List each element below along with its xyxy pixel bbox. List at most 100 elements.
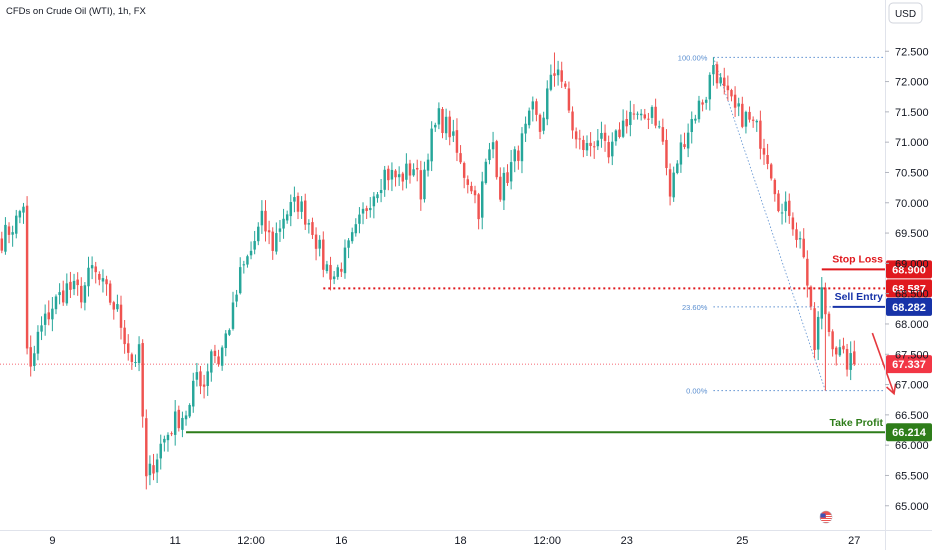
candle [535,98,538,122]
currency-button[interactable]: USD [888,2,923,24]
candle [15,209,18,239]
candle [661,118,665,145]
candle [47,300,50,326]
candle [690,111,693,144]
candle-body [535,101,538,115]
candle-body [448,116,451,138]
candle [755,119,758,132]
time-tick-label: 25 [736,535,748,547]
candle [553,52,556,87]
candle-body [83,285,87,303]
candle-body [325,264,329,272]
candle-body [564,83,567,87]
candle [253,230,256,255]
price-tick-label: 71.500 [895,107,929,119]
candle-body [506,172,509,183]
candle [36,325,40,361]
candle-body [455,130,459,153]
candle [105,275,108,296]
candle [264,200,267,242]
time-tick-label: 16 [335,535,347,547]
candle [683,132,686,150]
candle [723,67,726,95]
candle-body [647,118,650,120]
candle [676,160,679,175]
candle [430,121,433,172]
candle [614,129,618,146]
candle-body [7,226,11,235]
candle [137,336,141,372]
candle [80,277,83,309]
candle [58,283,61,305]
candle-body [394,170,397,178]
candle-body [481,181,484,218]
candle-body [264,210,267,232]
candle-body [238,267,242,294]
candle [658,120,661,129]
take-profit-price-tag[interactable]: 66.214 [886,423,932,442]
candle [481,171,484,230]
candle [538,113,542,140]
fib-trend-line [713,57,826,391]
candle [639,109,643,121]
candle [192,372,195,413]
candle-body [369,207,372,211]
candle-body [134,362,137,364]
candle [177,405,181,432]
price-tick-label: 68.000 [895,319,929,331]
candle [387,165,390,191]
price-axis[interactable]: 65.000 65.500 66.000 66.500 67.000 67.500 68.0… [885,0,929,550]
candle [726,75,730,101]
candle-body [29,347,32,367]
price-tick-label: 69.500 [895,228,929,240]
time-tick-label: 23 [621,535,633,547]
candle [549,64,553,92]
candle [517,145,520,170]
time-tick-label: 9 [49,535,55,547]
candle-body [177,409,181,429]
candle-body [488,149,491,161]
candle-body [495,141,498,178]
candle [466,175,470,194]
candle [462,161,466,189]
candle-body [769,164,773,179]
fib-level-label: 0.00% [686,387,708,396]
candle [90,256,94,280]
stop-loss-price-tag[interactable]: 68.900 [886,260,932,279]
candle-body [80,285,83,303]
candle [751,116,755,128]
candle [733,86,737,117]
candle-body [762,148,766,155]
candle [350,227,354,244]
candle [7,222,11,244]
candle [242,260,246,274]
candle-body [499,176,502,200]
projection-arrow [871,332,897,396]
time-axis[interactable]: 9 11 12:00 16 18 12:00 23 25 27 [0,530,932,548]
candle [101,269,105,293]
stop-loss-price-tag-text: 68.900 [892,264,926,276]
candle-body [607,142,610,158]
stop-loss-label: Stop Loss [832,253,883,265]
candle [679,134,683,173]
candle [556,60,560,86]
sell-entry-label: Sell Entry [835,291,884,303]
candle [116,294,119,312]
resistance-price-tag[interactable]: 68.587 [886,279,932,298]
current-price-tag[interactable]: 67.337 [886,355,932,374]
arrow-shaft [871,332,895,394]
sell-entry-price-tag[interactable]: 68.282 [886,297,932,316]
candle-body [697,100,701,120]
candle [354,218,358,237]
candle [546,80,549,126]
candle-body [838,347,842,356]
candle-body [470,185,473,192]
candle [441,106,444,139]
candle-body [578,138,581,140]
candle-body [119,304,123,328]
candle-body [18,211,22,218]
flag-icon[interactable] [819,510,833,524]
candle-body [831,331,834,350]
